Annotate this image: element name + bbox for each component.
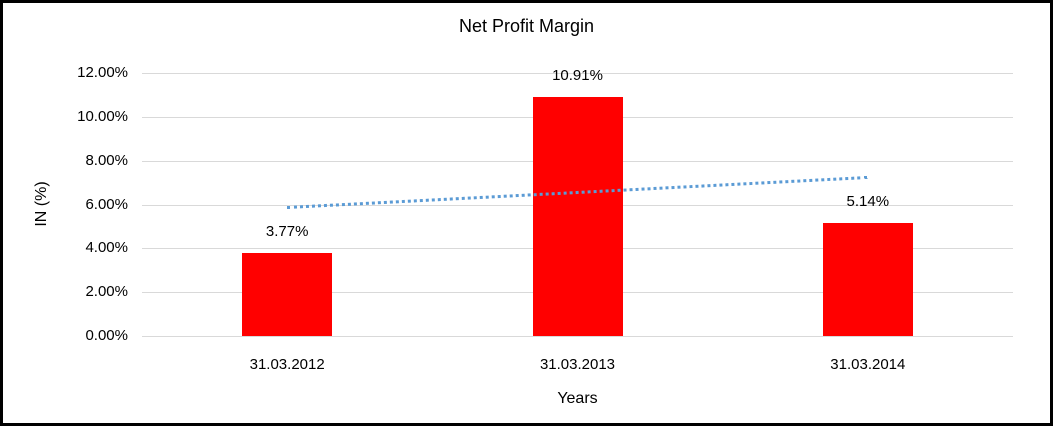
bar — [242, 253, 333, 336]
chart-title: Net Profit Margin — [458, 16, 595, 36]
gridline — [142, 336, 1013, 337]
y-tick-label: 12.00% — [77, 64, 128, 81]
bar — [822, 223, 913, 336]
bar-data-label: 5.14% — [846, 193, 890, 211]
y-tick-label: 10.00% — [77, 107, 128, 125]
y-tick-label: 6.00% — [85, 195, 128, 213]
x-tick-label: 31.03.2013 — [539, 356, 616, 373]
x-tick-label: 31.03.2012 — [249, 356, 325, 373]
y-tick-label: 2.00% — [85, 283, 128, 301]
y-tick-label: 4.00% — [85, 239, 128, 257]
gridline — [142, 73, 1013, 74]
x-axis-title: Years — [557, 390, 598, 407]
y-tick-label: 0.00% — [85, 327, 128, 344]
bar-data-label: 3.77% — [265, 223, 309, 241]
y-tick-label: 8.00% — [85, 151, 128, 169]
bar — [532, 96, 623, 336]
x-tick-label: 31.03.2014 — [830, 356, 906, 373]
bar-data-label: 10.91% — [552, 66, 603, 84]
